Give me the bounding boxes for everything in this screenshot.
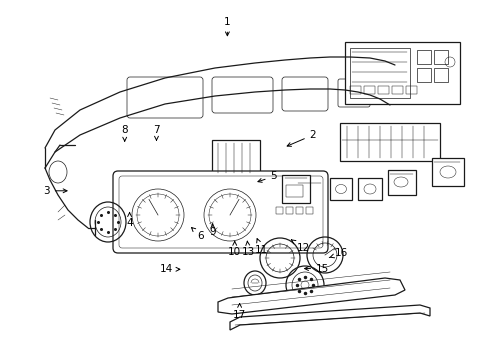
Bar (349, 86, 360, 94)
Text: 1: 1 (224, 17, 230, 36)
Bar (391, 86, 402, 94)
Bar (387, 170, 415, 195)
Text: 11: 11 (254, 239, 268, 255)
Bar (282, 175, 309, 203)
Text: 7: 7 (153, 125, 160, 140)
Text: 16: 16 (328, 248, 347, 258)
Text: 6: 6 (191, 228, 203, 241)
Bar (345, 42, 459, 104)
Polygon shape (218, 278, 404, 314)
Bar (349, 48, 409, 98)
Bar (357, 178, 381, 200)
Bar (295, 207, 303, 214)
Bar (405, 86, 416, 94)
Bar (275, 207, 283, 214)
Text: 4: 4 (126, 212, 133, 228)
Text: 3: 3 (43, 186, 67, 196)
Bar (295, 178, 324, 202)
Text: 13: 13 (241, 241, 255, 257)
Text: 9: 9 (209, 224, 216, 237)
Text: 8: 8 (121, 125, 128, 141)
Bar (416, 68, 430, 82)
Bar (329, 178, 351, 200)
Bar (299, 190, 317, 198)
Bar (431, 158, 463, 186)
Polygon shape (229, 305, 429, 330)
Bar (285, 207, 292, 214)
Bar (416, 50, 430, 64)
Bar (377, 86, 388, 94)
Bar (433, 68, 447, 82)
Bar (339, 123, 439, 161)
Text: 5: 5 (258, 171, 277, 182)
Text: 17: 17 (232, 303, 246, 320)
Text: 14: 14 (159, 264, 180, 274)
FancyBboxPatch shape (113, 171, 327, 253)
Bar (433, 50, 447, 64)
Text: 10: 10 (228, 241, 241, 257)
Text: 12: 12 (291, 240, 309, 253)
Bar (305, 207, 312, 214)
Text: 2: 2 (286, 130, 316, 146)
Text: 15: 15 (304, 264, 329, 274)
Bar (363, 86, 374, 94)
Bar (285, 185, 303, 197)
Bar (212, 140, 260, 176)
